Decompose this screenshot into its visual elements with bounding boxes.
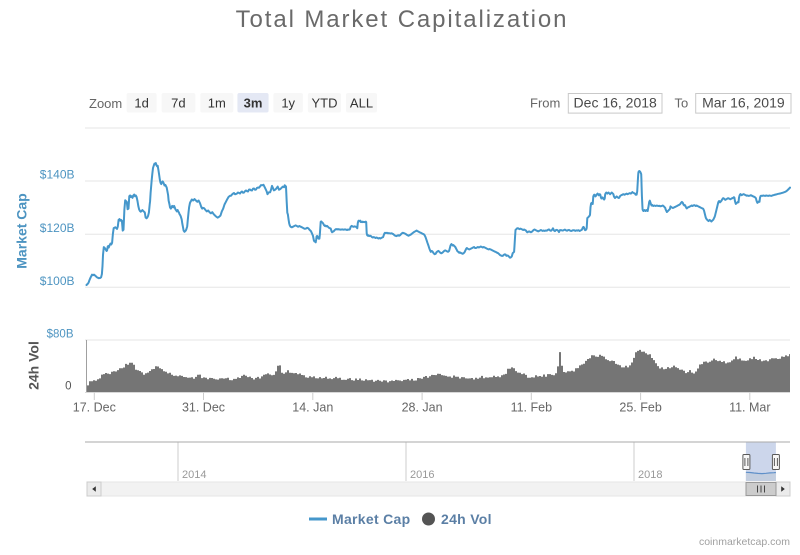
svg-text:25. Feb: 25. Feb xyxy=(619,400,661,414)
svg-text:11. Mar: 11. Mar xyxy=(729,400,770,414)
svg-text:coinmarketcap.com: coinmarketcap.com xyxy=(699,536,790,548)
svg-text:2016: 2016 xyxy=(410,469,434,481)
svg-text:$120B: $120B xyxy=(40,221,75,235)
svg-text:$100B: $100B xyxy=(40,274,75,288)
svg-text:Total Market Capitalization: Total Market Capitalization xyxy=(236,6,569,33)
svg-text:Dec 16, 2018: Dec 16, 2018 xyxy=(574,94,657,110)
svg-text:2018: 2018 xyxy=(638,469,662,481)
svg-text:From: From xyxy=(530,96,560,111)
svg-text:24h Vol: 24h Vol xyxy=(441,511,492,527)
svg-text:Mar 16, 2019: Mar 16, 2019 xyxy=(702,94,785,110)
svg-text:14. Jan: 14. Jan xyxy=(292,400,333,414)
svg-text:ALL: ALL xyxy=(350,96,373,111)
svg-text:17. Dec: 17. Dec xyxy=(73,400,116,414)
svg-text:2014: 2014 xyxy=(182,469,206,481)
svg-text:YTD: YTD xyxy=(312,96,338,111)
svg-text:Market Cap: Market Cap xyxy=(14,193,30,268)
svg-text:Zoom: Zoom xyxy=(89,96,122,111)
svg-text:$140B: $140B xyxy=(40,168,75,182)
svg-text:To: To xyxy=(675,96,689,111)
svg-text:0: 0 xyxy=(65,381,71,393)
svg-text:11. Feb: 11. Feb xyxy=(511,400,553,414)
svg-text:28. Jan: 28. Jan xyxy=(402,400,443,414)
svg-text:1m: 1m xyxy=(208,96,226,111)
svg-text:$80B: $80B xyxy=(47,329,74,341)
svg-text:24h Vol: 24h Vol xyxy=(26,341,42,390)
svg-text:Market Cap: Market Cap xyxy=(332,511,410,527)
svg-text:1y: 1y xyxy=(281,96,295,111)
svg-text:1d: 1d xyxy=(134,96,148,111)
svg-text:31. Dec: 31. Dec xyxy=(182,400,225,414)
svg-text:7d: 7d xyxy=(171,96,185,111)
svg-text:3m: 3m xyxy=(244,96,263,111)
